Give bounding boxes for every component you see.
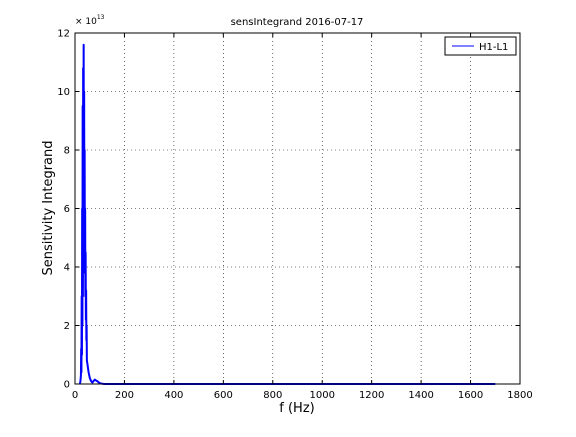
x-tick-labels: 0 200 400 600 800 1000 1200 1400 1600 1800 <box>72 390 533 401</box>
legend: H1-L1 <box>444 36 517 56</box>
x-tick-label: 1000 <box>309 390 334 401</box>
legend-box <box>444 36 517 56</box>
x-tick-label: 400 <box>164 390 183 401</box>
y-tick-label: 12 <box>57 29 70 40</box>
ticks <box>74 32 521 385</box>
y-tick-label: 8 <box>64 146 70 157</box>
x-tick-label: 1400 <box>408 390 433 401</box>
legend-label-h1-l1: H1-L1 <box>479 42 508 53</box>
x-tick-label: 1200 <box>359 390 384 401</box>
y-tick-label: 6 <box>64 204 70 215</box>
y-tick-label: 10 <box>57 87 70 98</box>
y-tick-label: 4 <box>64 263 70 274</box>
chart-title: sensIntegrand 2016-07-17 <box>231 17 364 28</box>
y-multiplier-base: × 10 <box>75 17 97 27</box>
x-tick-label: 1600 <box>458 390 483 401</box>
grid <box>75 33 520 384</box>
y-tick-label: 2 <box>64 321 70 332</box>
y-axis-label: Sensitivity Integrand <box>41 140 56 275</box>
y-multiplier: × 1013 <box>75 14 105 27</box>
x-tick-label: 0 <box>72 390 78 401</box>
y-multiplier-exponent: 13 <box>97 14 105 21</box>
x-axis-label: f (Hz) <box>279 401 314 416</box>
y-tick-label: 0 <box>64 380 70 391</box>
plot-area-background <box>75 33 520 384</box>
x-tick-label: 1800 <box>507 390 532 401</box>
x-tick-label: 800 <box>263 390 282 401</box>
x-tick-label: 200 <box>115 390 134 401</box>
x-tick-label: 600 <box>214 390 233 401</box>
y-tick-labels: 0 2 4 6 8 10 12 <box>57 29 70 391</box>
